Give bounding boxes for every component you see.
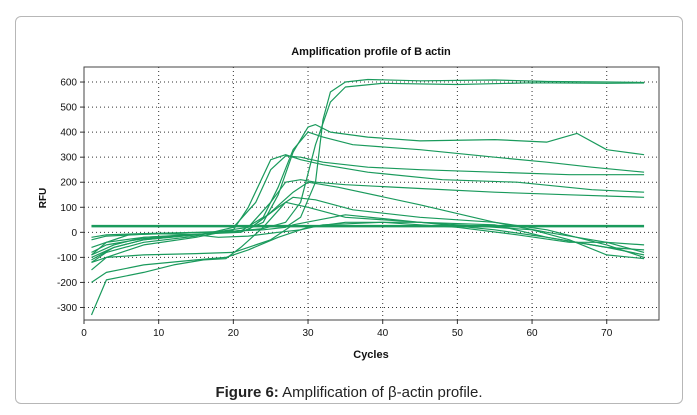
series-line [91,154,645,271]
x-tick-label: 40 [377,328,389,339]
x-tick-label: 10 [153,328,165,339]
series-line [91,221,645,283]
plot-area [83,66,660,321]
y-tick-label: 100 [60,203,77,214]
series-line [91,214,645,263]
y-tick-label: 0 [71,228,77,239]
series-group [90,78,645,316]
caption-text: Amplification of β-actin profile. [282,384,483,401]
series-line [91,196,645,258]
y-tick-label: -100 [57,253,77,264]
x-tick-label: 50 [452,328,464,339]
series-line [90,201,645,316]
x-tick-label: 60 [526,328,538,339]
series-line [91,155,645,263]
x-tick-label: 0 [81,328,87,339]
y-tick-label: 200 [60,178,77,189]
y-tick-label: 400 [60,128,77,139]
chart-title: Amplification profile of B actin [291,46,451,58]
y-tick-label: -200 [57,278,77,289]
y-tick-label: 600 [60,78,77,89]
series-line [91,221,645,256]
figure-caption: Figure 6: Amplification of β-actin profi… [15,384,683,401]
caption-label: Figure 6: [215,384,279,401]
x-tick-label: 30 [302,328,314,339]
x-tick-label: 70 [601,328,613,339]
y-axis-label: RFU [38,188,49,209]
y-tick-label: 500 [60,103,77,114]
y-tick-label: 300 [60,153,77,164]
series-line [91,181,645,258]
y-tick-label: -300 [57,303,77,314]
x-tick-label: 20 [228,328,240,339]
x-axis-label: Cycles [353,349,388,361]
axis-ticks: 0 10 20 30 40 50 60 70 -300 -200 -100 0 100 200 300 400… [57,78,613,339]
